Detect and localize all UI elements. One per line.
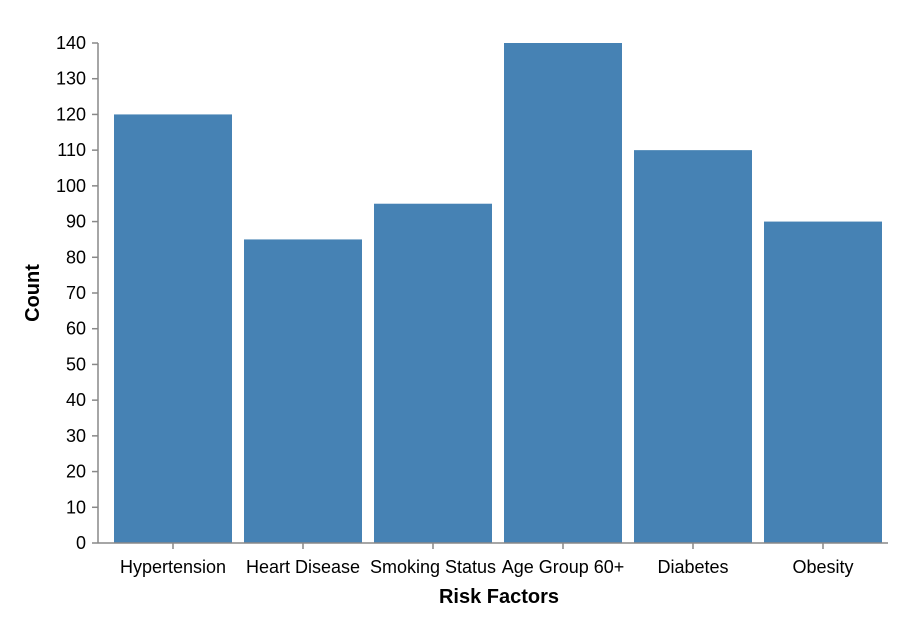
- bar-heart-disease: [244, 239, 362, 543]
- y-tick-label: 10: [66, 497, 86, 517]
- x-axis-title: Risk Factors: [439, 586, 559, 608]
- y-tick-label: 60: [66, 319, 86, 339]
- x-tick-label: Obesity: [792, 557, 853, 577]
- bar-smoking-status: [374, 203, 492, 543]
- x-axis: Hypertension Heart Disease Smoking Status A…: [98, 542, 888, 577]
- x-tick-label: Hypertension: [120, 557, 226, 577]
- bar-obesity: [764, 221, 882, 544]
- y-tick-label: 120: [56, 104, 86, 124]
- y-tick-label: 80: [66, 247, 86, 267]
- x-tick-label: Smoking Status: [370, 557, 496, 577]
- y-tick-label: 20: [66, 462, 86, 482]
- bars-group: [114, 43, 882, 544]
- y-axis: 0 10 20 30 40 50 60 70 80 90 100 110 120 130 140: [56, 33, 99, 553]
- y-tick-label: 70: [66, 283, 86, 303]
- y-tick-label: 110: [57, 140, 86, 160]
- y-tick-label: 30: [66, 426, 86, 446]
- y-tick-label: 100: [56, 176, 86, 196]
- x-tick-label: Heart Disease: [246, 557, 360, 577]
- y-tick-label: 90: [66, 212, 86, 232]
- y-tick-label: 130: [56, 69, 86, 89]
- y-tick-label: 0: [76, 533, 86, 553]
- bar-age-group-60: [504, 43, 622, 543]
- y-tick-label: 50: [66, 354, 86, 374]
- bar-hypertension: [114, 114, 232, 543]
- y-tick-label: 40: [66, 390, 86, 410]
- y-tick-label: 140: [56, 33, 86, 53]
- x-tick-label: Age Group 60+: [502, 557, 625, 577]
- y-axis-title: Count: [22, 264, 44, 322]
- bar-diabetes: [634, 150, 752, 543]
- x-tick-label: Diabetes: [657, 557, 728, 577]
